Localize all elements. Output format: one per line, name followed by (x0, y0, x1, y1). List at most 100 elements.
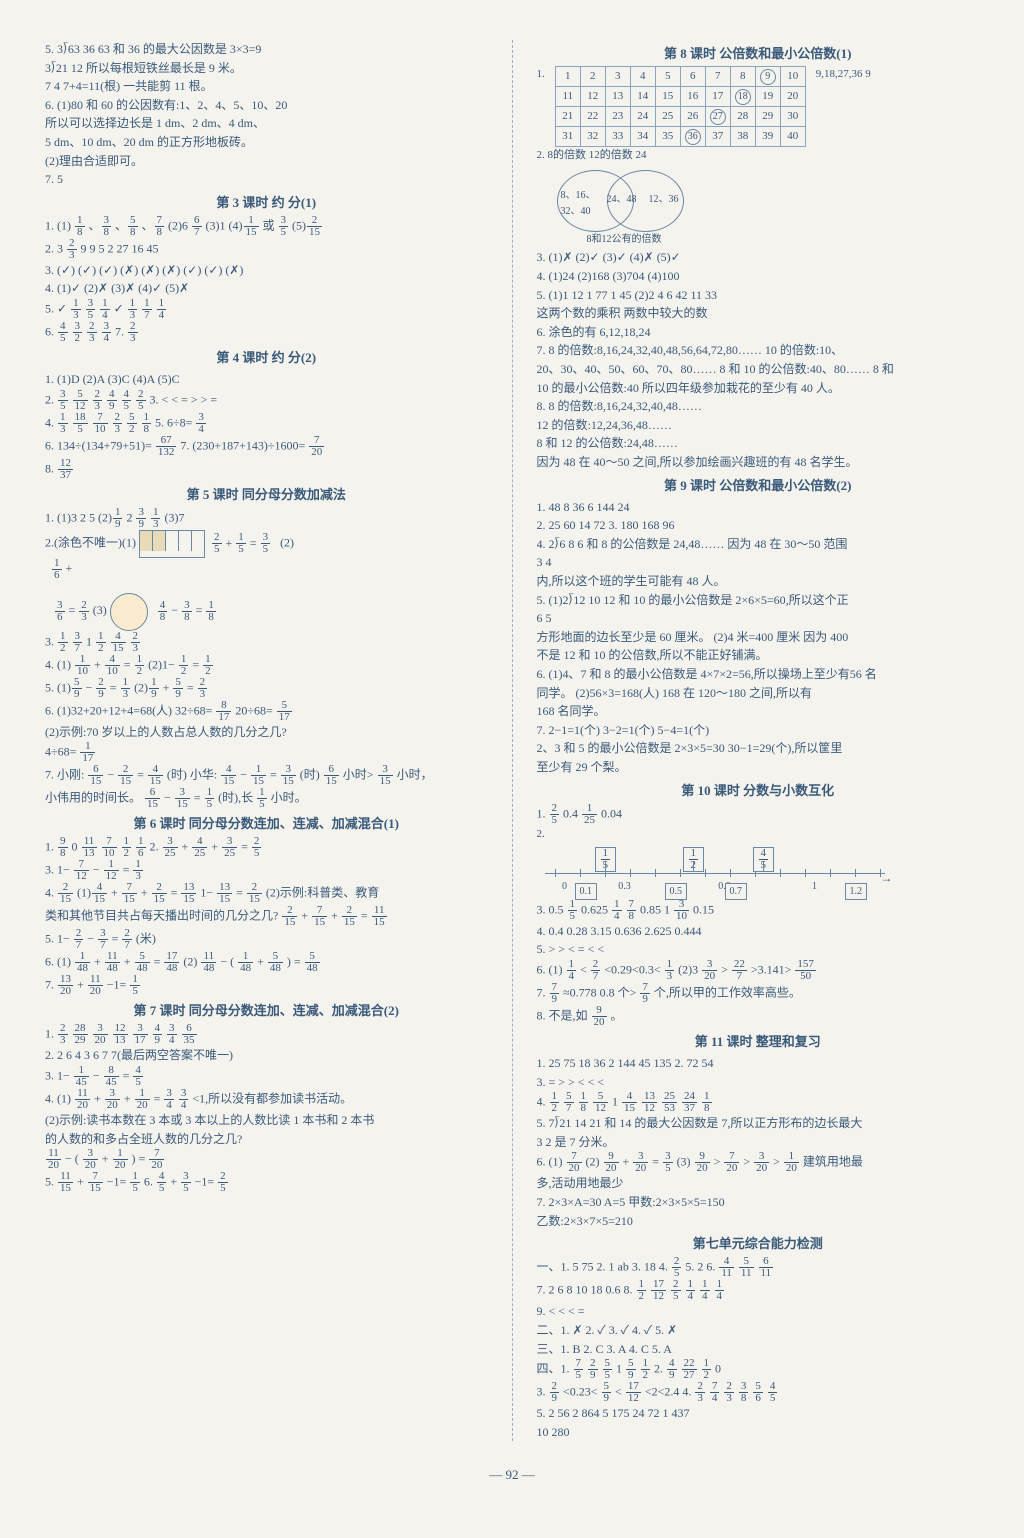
text: 5. 2 56 2 864 5 175 24 72 1 437 (537, 1404, 980, 1423)
text: (2)示例:70 岁以上的人数占总人数的几分之几? (45, 723, 488, 742)
text: 2. 2 6 4 3 6 7 7(最后两空答案不唯一) (45, 1046, 488, 1065)
text: 2. 3 23 9 9 5 2 27 16 45 (45, 238, 488, 261)
text: 8. 1237 (45, 458, 488, 481)
venn-right: 12、36 (649, 192, 679, 208)
section-title-4: 第 4 课时 约 分(2) (45, 348, 488, 368)
text: 16 + (51, 561, 72, 575)
section-title-8: 第 8 课时 公倍数和最小公倍数(1) (537, 44, 980, 64)
section-title-10: 第 10 课时 分数与小数互化 (537, 781, 980, 801)
text: 的人数的和多占全班人数的几分之几? (45, 1130, 488, 1149)
text: 6 5 (537, 609, 980, 628)
text: 7. 79 ≈0.778 0.8 个> 79 个,所以甲的工作效率高些。 (537, 982, 980, 1005)
text: 5 dm、10 dm、20 dm 的正方形地板砖。 (45, 133, 488, 152)
section-title-3: 第 3 课时 约 分(1) (45, 193, 488, 213)
text: 7. 小刚: 615 − 215 = 415 (时) 小华: 415 − 115… (45, 764, 488, 787)
text: 内,所以这个班的学生可能有 48 人。 (537, 572, 980, 591)
text: 三、1. B 2. C 3. A 4. C 5. A (537, 1340, 980, 1359)
text: 2. (537, 826, 980, 843)
text: 至少有 29 个梨。 (537, 758, 980, 777)
text: 5. 1115 + 715 −1= 15 6. 45 + 35 −1= 25 (45, 1171, 488, 1194)
text: 4. (1)24 (2)168 (3)704 (4)100 (537, 267, 980, 286)
text: 6. (1)32+20+12+4=68(人) 32÷68= 817 20÷68=… (45, 700, 488, 723)
text: 四、1. 75 29 55 1 59 12 2. 49 2227 12 0 (537, 1358, 980, 1381)
text: 6. (1)4、7 和 8 的最小公倍数是 4×7×2=56,所以操场上至少有5… (537, 665, 980, 684)
page-number: — 92 — (0, 1467, 1024, 1483)
text: 5. (1)2⟌12 10 12 和 10 的最小公倍数是 2×6×5=60,所… (537, 591, 980, 610)
number-line: →00.30.811512450.10.50.71.2 (545, 847, 905, 895)
text: 8. 不是,如 920 。 (537, 1005, 980, 1028)
text: 4. 215 (1)415 + 715 + 215 = 1315 1− 1315… (45, 882, 488, 905)
text: 6. 涂色的有 6,12,18,24 (537, 323, 980, 342)
unit-test-title: 第七单元综合能力检测 (537, 1234, 980, 1254)
text: 6. 45 32 23 34 7. 23 (45, 321, 488, 344)
text: 小伟用的时间长。 615 − 315 = 15 (时),长 15 小时。 (45, 787, 488, 810)
text: 2. 35 512 23 49 45 25 3. < < = > > = (45, 389, 488, 412)
text: 4. 13 185 710 23 52 18 5. 6÷8= 34 (45, 412, 488, 435)
text: 5. > > < = < < (537, 940, 980, 959)
text: 168 名同学。 (537, 702, 980, 721)
text: 4. (1) 1120 + 320 + 120 = 34 34 <1,所以没有都… (45, 1088, 488, 1111)
text: 6. (1)80 和 60 的公因数有:1、2、4、5、10、20 (45, 96, 488, 115)
column-divider (512, 40, 513, 1441)
text: 7. 2 6 8 10 18 0.6 8. 12 1712 25 14 14 1… (537, 1279, 980, 1302)
text: 1. (1)D (2)A (3)C (4)A (5)C (45, 370, 488, 389)
text: 乙数:2×3×7×5=210 (537, 1212, 980, 1231)
text: 3. 1− 145 − 845 = 45 (45, 1065, 488, 1088)
text: 1. (537, 66, 545, 83)
text: 3. (1)✗ (2)✓ (3)✓ (4)✗ (5)✓ (537, 248, 980, 267)
text: 2. 25 60 14 72 3. 180 168 96 (537, 516, 980, 535)
text: 6. 134÷(134+79+51)= 67132 7. (230+187+14… (45, 435, 488, 458)
text: 因为 48 在 40～50 之间,所以参加绘画兴趣班的有 48 名学生。 (537, 453, 980, 472)
text: 方形地面的边长至少是 60 厘米。 (2)4 米=400 厘米 因为 400 (537, 628, 980, 647)
venn-diagram: 8、16、32、40 24、48 12、36 8和12公有的倍数 (547, 166, 707, 246)
multiples-grid: 1234567891011121314151617181920212223242… (555, 66, 806, 147)
text: 3. 0.5 15 0.625 14 78 0.85 1 310 0.15 (537, 899, 980, 922)
text: 12 的倍数:12,24,36,48…… (537, 416, 980, 435)
text: 7. 1320 + 1120 −1= 15 (45, 974, 488, 997)
venn-left: 8、16、32、40 (561, 188, 596, 219)
text: 6. (1) 720 (2) 920 + 320 = 35 (3) 920 > … (537, 1151, 980, 1174)
text: 3. 12 37 1 12 415 23 (45, 631, 488, 654)
text: 1. 98 0 1113 710 12 16 2. 325 + 425 + 32… (45, 836, 488, 859)
text: 3. 1− 712 − 112 = 13 (45, 859, 488, 882)
text: 1. 25 0.4 125 0.04 (537, 803, 980, 826)
text: 5. ✓ 13 35 14 ✓ 13 17 14 (45, 298, 488, 321)
text: 8 和 12 的公倍数:24,48…… (537, 434, 980, 453)
text: 3 2 是 7 分米。 (537, 1133, 980, 1152)
text: 5. 1− 27 − 37 = 27 (米) (45, 928, 488, 951)
text: 25 + 15 = 35 (211, 536, 271, 550)
bar-diagram-icon (139, 530, 205, 558)
text: 7. 2−1=1(个) 3−2=1(个) 5−4=1(个) (537, 721, 980, 740)
text: 10 280 (537, 1423, 980, 1442)
right-column: 第 8 课时 公倍数和最小公倍数(1) 1. 12345678910111213… (537, 40, 980, 1441)
text: 6. (1) 148 + 1148 + 548 = 1748 (2) 1148 … (45, 951, 488, 974)
text: 所以可以选择边长是 1 dm、2 dm、4 dm、 (45, 114, 488, 133)
text: 多,活动用地最少 (537, 1174, 980, 1193)
text: 1. 23 2829 320 1213 317 49 34 635 (45, 1023, 488, 1046)
text: 4. 0.4 0.28 3.15 0.636 2.625 0.444 (537, 922, 980, 941)
text: 6. (1) 14 < 27 <0.29<0.3< 13 (2)3 320 > … (537, 959, 980, 982)
text: 1. 48 8 36 6 144 24 (537, 498, 980, 517)
text: 1120 − ( 320 + 120 ) = 720 (45, 1148, 488, 1171)
text: 5. (1)1 12 1 77 1 45 (2)2 4 6 42 11 33 (537, 286, 980, 305)
text: 5. 3⟌63 36 63 和 36 的最大公因数是 3×3=9 (45, 40, 488, 59)
text: 4. 2⟌6 8 6 和 8 的公倍数是 24,48…… 因为 48 在 30～… (537, 535, 980, 554)
text: 36 = 23 (3) 48 − 38 = 18 (45, 593, 488, 631)
text: 同学。 (2)56×3=168(人) 168 在 120～180 之间,所以有 (537, 684, 980, 703)
text: 1. (1)3 2 5 (2)19 2 39 13 (3)7 (45, 507, 488, 530)
text: 2.(涂色不唯一)(1) 25 + 15 = 35 (2) (45, 530, 488, 558)
section-title-5: 第 5 课时 同分母分数加减法 (45, 485, 488, 505)
text: 1. 25 75 18 36 2 144 45 135 2. 72 54 (537, 1054, 980, 1073)
text: 4÷68= 117 (45, 741, 488, 764)
section-title-7: 第 7 课时 同分母分数连加、连减、加减混合(2) (45, 1001, 488, 1021)
text: 4. (1) 110 + 410 = 12 (2)1− 12 = 12 (45, 654, 488, 677)
text: 48 − 38 = 18 (157, 603, 217, 617)
text: 3. = > > < < < (537, 1073, 980, 1092)
text: 10 的最小公倍数:40 所以四年级参加栽花的至少有 40 人。 (537, 379, 980, 398)
text: 36 = 23 (3) (51, 603, 107, 617)
text: 20、30、40、50、60、70、80…… 8 和 10 的公倍数:40、80… (537, 360, 980, 379)
text: (2)示例:读书本数在 3 本或 3 本以上的人数比读 1 本书和 2 本书 (45, 1111, 488, 1130)
text: 5. (1)59 − 29 = 13 (2)19 + 59 = 23 (45, 677, 488, 700)
text: 3. (✓) (✓) (✓) (✗) (✗) (✗) (✓) (✓) (✗) (45, 261, 488, 280)
section-title-9: 第 9 课时 公倍数和最小公倍数(2) (537, 476, 980, 496)
